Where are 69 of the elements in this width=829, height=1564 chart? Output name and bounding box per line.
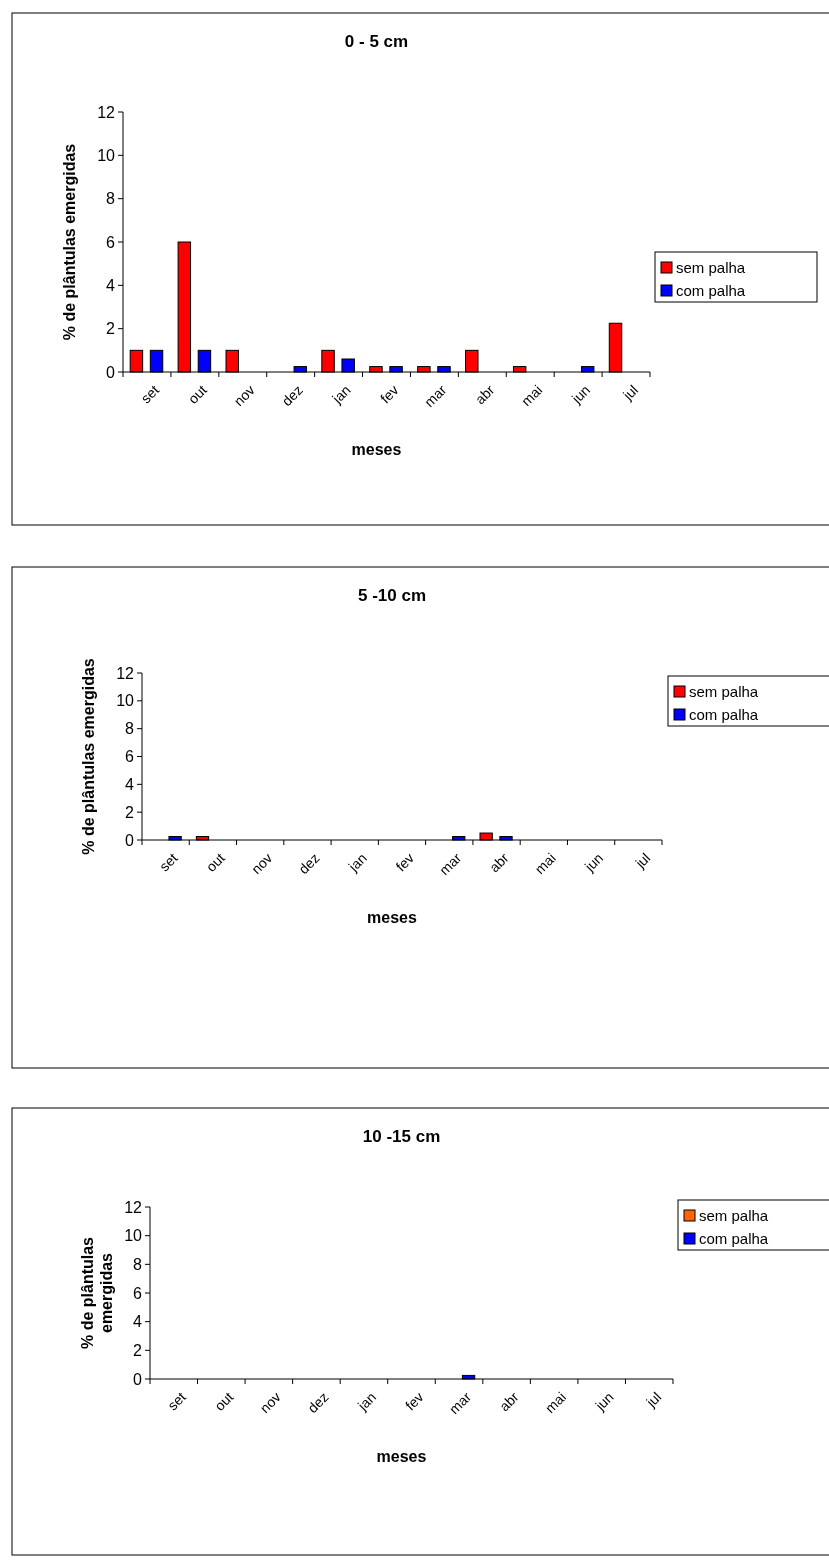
x-axis-title: meses [367, 909, 418, 926]
x-tick-label: fev [377, 381, 402, 407]
y-tick-label: 12 [116, 664, 135, 682]
x-tick-label: jun [591, 1388, 617, 1414]
y-tick-label: 6 [106, 233, 116, 251]
y-tick-label: 10 [124, 1227, 143, 1245]
y-tick-label: 4 [133, 1313, 143, 1331]
x-tick-label: jan [353, 1388, 380, 1414]
x-tick-label: jun [567, 381, 594, 407]
x-tick-label: dez [278, 381, 306, 410]
x-tick-label: set [164, 1388, 189, 1414]
x-axis-title: meses [376, 1448, 427, 1465]
x-tick-label: mai [541, 1388, 570, 1417]
x-tick-label: jun [580, 849, 607, 875]
x-tick-label: mar [445, 1388, 475, 1418]
y-tick-label: 4 [125, 775, 135, 793]
x-axis-title: meses [351, 441, 402, 458]
y-tick-label: 2 [133, 1341, 143, 1359]
y-tick-label: 8 [133, 1255, 143, 1273]
y-tick-label: 10 [116, 692, 135, 710]
y-axis-title: % de plântulas emergidas [79, 1236, 115, 1350]
x-tick-label: set [137, 381, 163, 407]
y-tick-label: 8 [106, 190, 116, 208]
x-tick-label: out [211, 1388, 237, 1414]
x-tick-label: jan [344, 849, 370, 875]
x-tick-label: jul [619, 381, 642, 404]
chart-title: 10 -15 cm [362, 1127, 441, 1146]
y-tick-label: 8 [125, 720, 135, 738]
x-tick-label: mai [518, 381, 546, 410]
x-tick-label: dez [295, 849, 323, 878]
x-tick-label: out [184, 381, 210, 407]
legend-label: com palha [676, 282, 746, 300]
x-tick-label: abr [496, 1388, 522, 1415]
y-tick-label: 0 [133, 1370, 143, 1388]
y-tick-label: 12 [124, 1198, 143, 1216]
legend-label: sem palha [699, 1207, 769, 1225]
x-tick-label: nov [247, 849, 276, 878]
legend-label: com palha [699, 1230, 769, 1248]
legend-label: sem palha [689, 683, 759, 701]
chart-title: 5 -10 cm [357, 586, 427, 605]
y-tick-label: 2 [106, 320, 116, 338]
x-tick-label: abr [485, 849, 512, 876]
y-tick-label: 0 [125, 831, 135, 849]
x-tick-label: jul [631, 849, 654, 872]
x-tick-label: set [156, 849, 181, 875]
legend-label: com palha [689, 706, 759, 724]
x-tick-label: nov [230, 381, 258, 410]
legend-label: sem palha [676, 259, 746, 277]
x-tick-label: mai [531, 849, 559, 878]
x-tick-label: jan [328, 381, 354, 407]
y-axis-title: % de plântulas emergidas [61, 143, 78, 341]
x-tick-label: nov [256, 1388, 284, 1417]
y-tick-label: 2 [125, 803, 135, 821]
y-axis-title: % de plântulas emergidas [80, 658, 97, 855]
x-tick-label: fev [392, 849, 418, 875]
y-tick-label: 6 [133, 1284, 143, 1302]
y-tick-label: 4 [106, 276, 116, 294]
y-tick-label: 10 [97, 146, 116, 164]
x-tick-label: mar [421, 381, 450, 411]
x-tick-label: dez [304, 1388, 332, 1417]
y-tick-label: 6 [125, 748, 135, 766]
x-tick-label: jul [642, 1388, 665, 1411]
x-tick-label: abr [471, 381, 498, 408]
y-tick-label: 12 [97, 103, 116, 121]
x-tick-label: out [202, 849, 229, 875]
x-tick-label: mar [435, 849, 465, 879]
x-tick-label: fev [402, 1388, 427, 1414]
y-tick-label: 0 [106, 363, 116, 381]
chart-title: 0 - 5 cm [344, 32, 409, 51]
